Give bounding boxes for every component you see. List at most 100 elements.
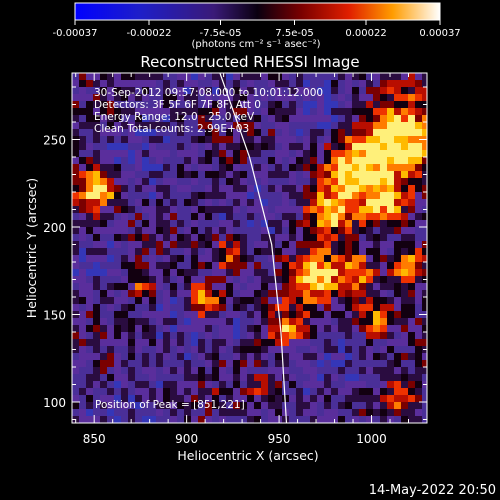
heatmap-cell: [107, 381, 114, 388]
colorbar-tick-label: 0.00022: [345, 28, 386, 39]
heatmap-cell: [177, 255, 184, 262]
heatmap-cell: [163, 171, 170, 178]
y-tick-label: 100: [43, 396, 66, 410]
heatmap-cell: [149, 115, 156, 122]
heatmap-cell: [373, 199, 380, 206]
heatmap-cell: [422, 283, 427, 290]
heatmap-cell: [107, 227, 114, 234]
heatmap-cell: [352, 283, 359, 290]
heatmap-cell: [289, 227, 296, 234]
heatmap-cell: [345, 409, 352, 416]
heatmap-cell: [394, 395, 401, 402]
heatmap-cell: [93, 80, 100, 87]
heatmap-cell: [170, 346, 177, 353]
heatmap-cell: [247, 416, 254, 423]
heatmap-cell: [247, 199, 254, 206]
heatmap-cell: [121, 346, 128, 353]
heatmap-cell: [408, 304, 415, 311]
heatmap-cell: [268, 108, 275, 115]
heatmap-cell: [79, 388, 86, 395]
heatmap-cell: [261, 346, 268, 353]
heatmap-cell: [324, 388, 331, 395]
heatmap-cell: [93, 227, 100, 234]
heatmap-cell: [198, 416, 205, 423]
heatmap-cell: [331, 101, 338, 108]
heatmap-cell: [359, 416, 366, 423]
heatmap-cell: [289, 108, 296, 115]
heatmap-cell: [198, 164, 205, 171]
heatmap-cell: [275, 115, 282, 122]
heatmap-cell: [331, 262, 338, 269]
heatmap-cell: [121, 199, 128, 206]
heatmap-cell: [93, 255, 100, 262]
heatmap-cell: [191, 297, 198, 304]
heatmap-cell: [135, 206, 142, 213]
heatmap-cell: [331, 381, 338, 388]
heatmap-cell: [72, 367, 79, 374]
heatmap-cell: [205, 339, 212, 346]
heatmap-cell: [233, 360, 240, 367]
heatmap-cell: [163, 178, 170, 185]
heatmap-cell: [135, 80, 142, 87]
heatmap-cell: [247, 248, 254, 255]
heatmap-cell: [142, 185, 149, 192]
heatmap-cell: [93, 157, 100, 164]
heatmap-cell: [352, 416, 359, 423]
heatmap-cell: [240, 101, 247, 108]
heatmap-cell: [296, 248, 303, 255]
heatmap-cell: [170, 402, 177, 409]
heatmap-cell: [282, 339, 289, 346]
heatmap-cell: [114, 220, 121, 227]
heatmap-cell: [100, 304, 107, 311]
heatmap-cell: [310, 353, 317, 360]
heatmap-cell: [142, 381, 149, 388]
heatmap-cell: [415, 241, 422, 248]
heatmap-cell: [121, 276, 128, 283]
heatmap-cell: [121, 367, 128, 374]
heatmap-cell: [408, 346, 415, 353]
heatmap-cell: [72, 388, 79, 395]
heatmap-cell: [100, 73, 107, 80]
heatmap-cell: [107, 311, 114, 318]
heatmap-cell: [156, 248, 163, 255]
heatmap-cell: [296, 178, 303, 185]
heatmap-cell: [282, 255, 289, 262]
heatmap-cell: [93, 94, 100, 101]
heatmap-cell: [373, 178, 380, 185]
heatmap-cell: [387, 269, 394, 276]
heatmap-cell: [79, 325, 86, 332]
heatmap-cell: [79, 290, 86, 297]
heatmap-cell: [93, 199, 100, 206]
heatmap-cell: [135, 325, 142, 332]
heatmap-cell: [310, 416, 317, 423]
heatmap-cell: [310, 192, 317, 199]
heatmap-cell: [317, 269, 324, 276]
heatmap-cell: [177, 192, 184, 199]
heatmap-cell: [324, 318, 331, 325]
heatmap-cell: [100, 129, 107, 136]
heatmap-cell: [149, 325, 156, 332]
heatmap-cell: [408, 255, 415, 262]
heatmap-cell: [128, 290, 135, 297]
heatmap-cell: [226, 409, 233, 416]
heatmap-cell: [387, 94, 394, 101]
heatmap-cell: [268, 164, 275, 171]
heatmap-cell: [303, 339, 310, 346]
heatmap-cell: [219, 185, 226, 192]
heatmap-cell: [184, 283, 191, 290]
heatmap-cell: [359, 255, 366, 262]
heatmap-cell: [170, 269, 177, 276]
heatmap-cell: [205, 206, 212, 213]
heatmap-cell: [408, 94, 415, 101]
heatmap-cell: [296, 318, 303, 325]
heatmap-cell: [289, 94, 296, 101]
heatmap-cell: [149, 255, 156, 262]
heatmap-cell: [149, 276, 156, 283]
heatmap-cell: [205, 241, 212, 248]
heatmap-cell: [86, 325, 93, 332]
heatmap-cell: [415, 248, 422, 255]
heatmap-cell: [142, 199, 149, 206]
heatmap-cell: [394, 297, 401, 304]
heatmap-cell: [191, 73, 198, 80]
heatmap-cell: [114, 122, 121, 129]
